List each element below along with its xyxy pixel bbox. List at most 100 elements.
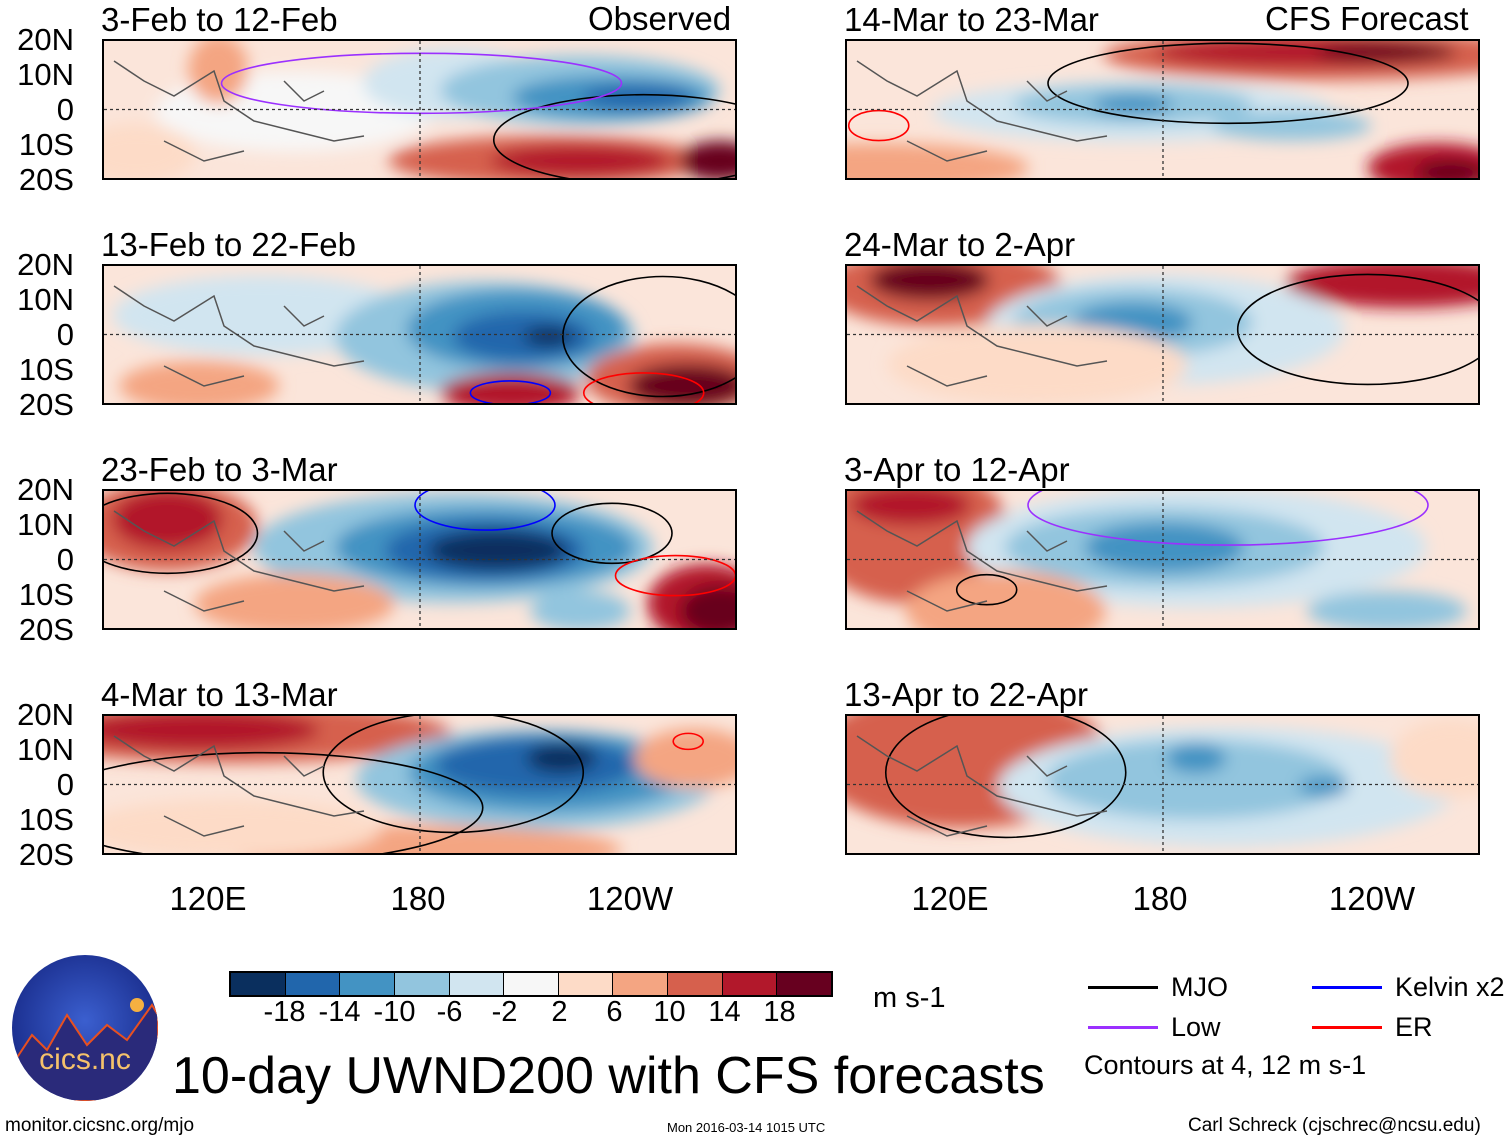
wind-anomaly-region <box>1390 718 1478 799</box>
wind-anomaly-region <box>530 590 631 628</box>
filter-contour <box>492 93 735 178</box>
colorbar-swatch <box>613 973 669 995</box>
latitude-label: 20S <box>18 612 74 647</box>
coastline <box>113 510 365 612</box>
legend-line-kelvin-x2 <box>1312 986 1382 989</box>
legend-line-low <box>1088 1026 1158 1029</box>
colorbar-swatch <box>668 973 723 995</box>
wind-anomaly-region <box>112 491 223 550</box>
colorbar-swatch <box>394 973 450 995</box>
wind-anomaly-region <box>1046 739 1347 820</box>
coastline <box>113 735 365 837</box>
colorbar-swatch <box>231 973 286 995</box>
map-panel <box>845 39 1480 180</box>
contours-note: Contours at 4, 12 m s-1 <box>1084 1050 1367 1080</box>
legend-label: Low <box>1171 1012 1221 1042</box>
colorbar-tick-label: 2 <box>551 996 568 1028</box>
latitude-label: 0 <box>56 317 74 352</box>
wind-anomaly-region <box>523 326 574 347</box>
wind-anomaly-region <box>847 142 1029 178</box>
coastline <box>856 285 1108 387</box>
latitude-label: 10S <box>18 352 74 387</box>
wind-anomaly-region <box>194 573 395 628</box>
wind-anomaly-region <box>1415 160 1478 178</box>
colorbar-swatch <box>722 973 778 995</box>
latitude-label: 20N <box>17 472 74 507</box>
map-panel <box>102 714 737 855</box>
latitude-label: 10S <box>18 127 74 162</box>
colorbar-swatch <box>285 973 341 995</box>
panel-title: 23-Feb to 3-Mar <box>101 451 338 488</box>
latitude-label: 20N <box>17 697 74 732</box>
wind-anomaly-region <box>1211 110 1372 141</box>
wind-anomaly-region <box>1298 776 1349 797</box>
panel-title: 14-Mar to 23-Mar <box>844 1 1099 38</box>
figure-title: 10-day UWND200 with CFS forecasts <box>172 1047 1045 1105</box>
latitude-label: 10S <box>18 577 74 612</box>
panel-title: 24-Mar to 2-Apr <box>844 226 1076 263</box>
wind-anomaly-region <box>188 41 249 105</box>
colorbar-tick-label: 18 <box>763 996 796 1028</box>
panel-title: 3-Feb to 12-Feb <box>101 1 338 38</box>
wind-anomaly-region <box>582 85 693 110</box>
map-panel <box>845 714 1480 855</box>
filter-contour <box>414 491 556 531</box>
coastline <box>113 60 365 162</box>
filter-contour <box>1236 273 1478 386</box>
wind-anomaly-region <box>869 266 990 301</box>
coastline <box>113 285 365 387</box>
legend-line-mjo <box>1088 986 1158 989</box>
legend-label: MJO <box>1171 972 1228 1002</box>
latitude-label: 10N <box>17 507 74 542</box>
colorbar-tick-label: -14 <box>318 996 361 1028</box>
map-panel <box>845 264 1480 405</box>
coastline <box>856 735 1108 837</box>
wind-anomaly-region <box>440 372 581 403</box>
latitude-label: 10N <box>17 732 74 767</box>
wind-anomaly-region <box>679 140 735 178</box>
wind-anomaly-region <box>526 743 597 774</box>
latitude-label: 0 <box>56 542 74 577</box>
wind-anomaly-region <box>427 530 568 571</box>
filter-contour <box>1027 491 1429 546</box>
latitude-label: 10S <box>18 802 74 837</box>
wind-anomaly-region <box>490 144 671 177</box>
filter-contour <box>884 716 1127 839</box>
filter-contour <box>220 52 623 115</box>
wind-anomaly-region <box>119 360 280 403</box>
wind-anomaly-region <box>104 123 196 178</box>
latitude-label: 0 <box>56 767 74 802</box>
panel-title: 3-Apr to 12-Apr <box>844 451 1070 488</box>
wind-anomaly-region <box>634 728 735 789</box>
colorbar-swatch <box>558 973 614 995</box>
longitude-label: 120W <box>1328 880 1416 917</box>
filter-contour <box>614 554 735 597</box>
wind-anomaly-region <box>850 491 971 526</box>
filter-contour <box>1047 42 1409 125</box>
footer-author: Carl Schreck (cjschrec@ncsu.edu) <box>1188 1115 1481 1136</box>
longitude-label: 120W <box>586 880 674 917</box>
filter-contour <box>562 275 735 398</box>
footer-timestamp: Mon 2016-03-14 1015 UTC <box>667 1120 826 1135</box>
colorbar <box>229 971 833 997</box>
colorbar-swatch <box>504 973 559 995</box>
filter-contour <box>551 502 673 565</box>
panel-title: 13-Apr to 22-Apr <box>844 676 1088 713</box>
latitude-label: 20N <box>17 22 74 57</box>
colorbar-swatch <box>777 973 832 995</box>
longitude-label: 120E <box>911 880 989 917</box>
coastline <box>856 510 1108 612</box>
wind-anomaly-region <box>1092 94 1173 115</box>
colorbar-swatch <box>449 973 505 995</box>
footer-url[interactable]: monitor.cicsnc.org/mjo <box>5 1115 195 1136</box>
latitude-label: 10N <box>17 282 74 317</box>
filter-contour <box>847 109 910 142</box>
filter-contour <box>469 380 552 403</box>
filter-contour <box>104 751 484 853</box>
map-panel <box>102 39 737 180</box>
filter-contour <box>672 732 705 751</box>
latitude-label: 20S <box>18 387 74 422</box>
panel-title: 4-Mar to 13-Mar <box>101 676 338 713</box>
wind-anomaly-region <box>453 311 594 362</box>
coastline <box>856 60 1108 162</box>
